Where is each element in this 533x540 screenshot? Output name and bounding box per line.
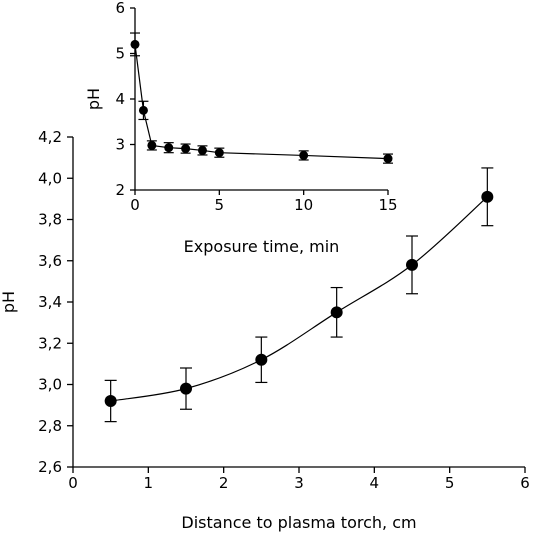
- main-y-tick-label: 3,8: [38, 211, 62, 229]
- main-x-tick-label: 3: [294, 474, 304, 492]
- inset-data-point: [130, 39, 140, 49]
- inset-y-tick-label: 6: [115, 0, 125, 17]
- inset-data-point: [147, 140, 157, 150]
- inset-x-tick-label: 5: [215, 196, 225, 214]
- main-data-point: [255, 353, 268, 366]
- main-y-tick-label: 4,0: [38, 169, 62, 187]
- inset-data-point: [164, 143, 174, 153]
- main-x-tick-label: 6: [520, 474, 530, 492]
- main-y-tick-label: 3,2: [38, 334, 62, 352]
- inset-x-tick-label: 0: [130, 196, 140, 214]
- main-data-point: [481, 190, 494, 203]
- main-y-tick-label: 2,8: [38, 417, 62, 435]
- inset-data-point: [383, 154, 393, 164]
- main-x-tick-label: 0: [68, 474, 78, 492]
- main-data-point: [180, 382, 192, 395]
- main-series-line: [110, 196, 488, 402]
- main-y-axis-label: pH: [0, 291, 18, 313]
- inset-x-axis-label: Exposure time, min: [184, 237, 340, 256]
- main-y-tick-label: 3,0: [38, 376, 62, 394]
- inset-y-tick-label: 3: [115, 136, 125, 154]
- inset-series-line: [134, 44, 389, 160]
- main-x-tick-label: 4: [370, 474, 380, 492]
- inset-y-axis-label: pH: [84, 88, 103, 110]
- inset-y-tick-label: 2: [115, 181, 125, 199]
- main-data-point: [330, 306, 343, 319]
- inset-data-point: [181, 144, 191, 154]
- main-y-tick-label: 3,6: [38, 252, 62, 270]
- main-y-tick-label: 3,4: [38, 293, 62, 311]
- inset-plot: 0 5 10 15 2 3 4 5 6 Exposure time, min pH: [84, 0, 398, 256]
- main-x-tick-label: 2: [219, 474, 229, 492]
- inset-data-point: [214, 148, 224, 158]
- inset-y-tick-label: 4: [115, 90, 125, 108]
- inset-y-tick-label: 5: [115, 45, 125, 63]
- main-y-tick-label: 4,2: [38, 128, 62, 146]
- main-data-point: [104, 395, 117, 407]
- main-data-point: [406, 258, 418, 271]
- inset-x-tick-label: 15: [378, 196, 397, 214]
- main-plot: 0 1 2 3 4 5 6 2,6 2,8 3,0 3,2 3,4 3,6 3,8 4,0 4,2 Distan…: [0, 128, 530, 532]
- inset-x-tick-label: 10: [294, 196, 313, 214]
- main-x-tick-label: 1: [144, 474, 154, 492]
- main-y-tick-label: 2,6: [38, 458, 62, 476]
- inset-data-point: [299, 150, 309, 160]
- inset-data-point: [197, 145, 207, 155]
- inset-data-point: [138, 105, 148, 115]
- main-x-axis-label: Distance to plasma torch, cm: [181, 513, 416, 532]
- main-x-tick-label: 5: [445, 474, 455, 492]
